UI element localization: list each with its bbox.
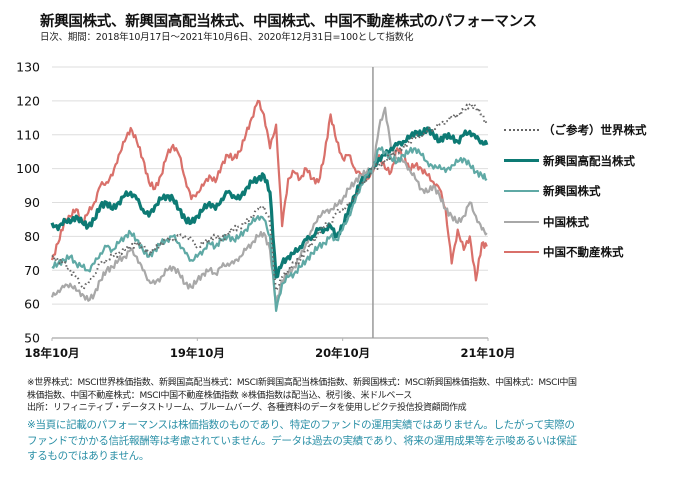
chart-title: 新興国株式、新興国高配当株式、中国株式、中国不動産株式のパフォーマンス <box>40 14 537 30</box>
line-chart: 50 60 70 80 90 100 110 120 130 18年10月 19年10月 20年10… <box>16 60 516 361</box>
series-line-4 <box>50 99 488 282</box>
series-line-0 <box>51 102 488 292</box>
footnotes: ※世界株式：MSCI世界株価指数、新興国高配当株式：MSCI新興国高配当株価指数… <box>27 377 577 415</box>
y-tick-label: 80 <box>24 229 40 244</box>
disclaimer: ※当頁に記載のパフォーマンスは株価指数のものであり、特定のファンドの運用実績では… <box>27 418 577 465</box>
source-line: 出所：リフィニティブ・データストリーム、ブルームバーグ、各種資料のデータを使用し… <box>27 403 467 413</box>
legend-swatch <box>504 190 539 193</box>
x-tick-label: 19年10月 <box>170 346 225 360</box>
y-tick-label: 60 <box>24 297 40 312</box>
legend-swatch <box>504 129 539 132</box>
legend-item: （ご参考）世界株式 <box>504 115 647 146</box>
legend-item: 中国株式 <box>504 207 647 238</box>
legend-label: 新興国高配当株式 <box>543 153 635 168</box>
x-axis: 18年10月 19年10月 20年10月 21年10月 <box>24 338 516 360</box>
y-axis-ticks: 50 60 70 80 90 100 110 120 130 <box>16 60 40 346</box>
y-tick-label: 70 <box>24 263 40 278</box>
disclaimer-line: ファンドでかかる信託報酬等は考慮されていません。データは過去の実績であり、将来の… <box>27 434 577 447</box>
series-line-1 <box>50 126 489 279</box>
legend-swatch <box>504 220 539 223</box>
chart-subtitle: 日次、期間：2018年10月17日～2021年10月6日、2020年12月31日… <box>40 32 414 43</box>
disclaimer-line: ※当頁に記載のパフォーマンスは株価指数のものであり、特定のファンドの運用実績では… <box>27 419 575 431</box>
legend-item: 中国不動産株式 <box>504 237 647 268</box>
disclaimer-line: するものではありません。 <box>27 450 150 462</box>
footnote-line: ※世界株式：MSCI世界株価指数、新興国高配当株式：MSCI新興国高配当株価指数… <box>27 378 577 388</box>
legend-item: 新興国株式 <box>504 176 647 207</box>
y-tick-label: 130 <box>16 60 40 75</box>
series-lines <box>50 99 489 312</box>
legend-label: 中国株式 <box>543 214 589 229</box>
legend-label: （ご参考）世界株式 <box>543 123 647 138</box>
legend-item: 新興国高配当株式 <box>504 146 647 177</box>
y-tick-label: 110 <box>16 127 40 142</box>
y-tick-label: 100 <box>16 161 40 176</box>
legend: （ご参考）世界株式 新興国高配当株式 新興国株式中国株式中国不動産株式 <box>504 115 647 268</box>
footnote-line: 株価指数、中国不動産株式：MSCI中国不動産株価指数 ※株価指数は配当込、税引後… <box>27 390 412 401</box>
legend-label: 新興国株式 <box>543 184 601 199</box>
legend-swatch <box>504 159 539 163</box>
x-tick-label: 18年10月 <box>24 346 79 360</box>
y-tick-label: 120 <box>16 93 40 108</box>
y-tick-label: 90 <box>24 195 40 210</box>
x-tick-label: 20年10月 <box>315 346 370 360</box>
series-line-2 <box>51 146 488 312</box>
legend-label: 中国不動産株式 <box>543 245 624 260</box>
legend-swatch <box>504 251 539 254</box>
y-tick-label: 50 <box>24 331 40 346</box>
x-tick-label: 21年10月 <box>460 346 515 360</box>
